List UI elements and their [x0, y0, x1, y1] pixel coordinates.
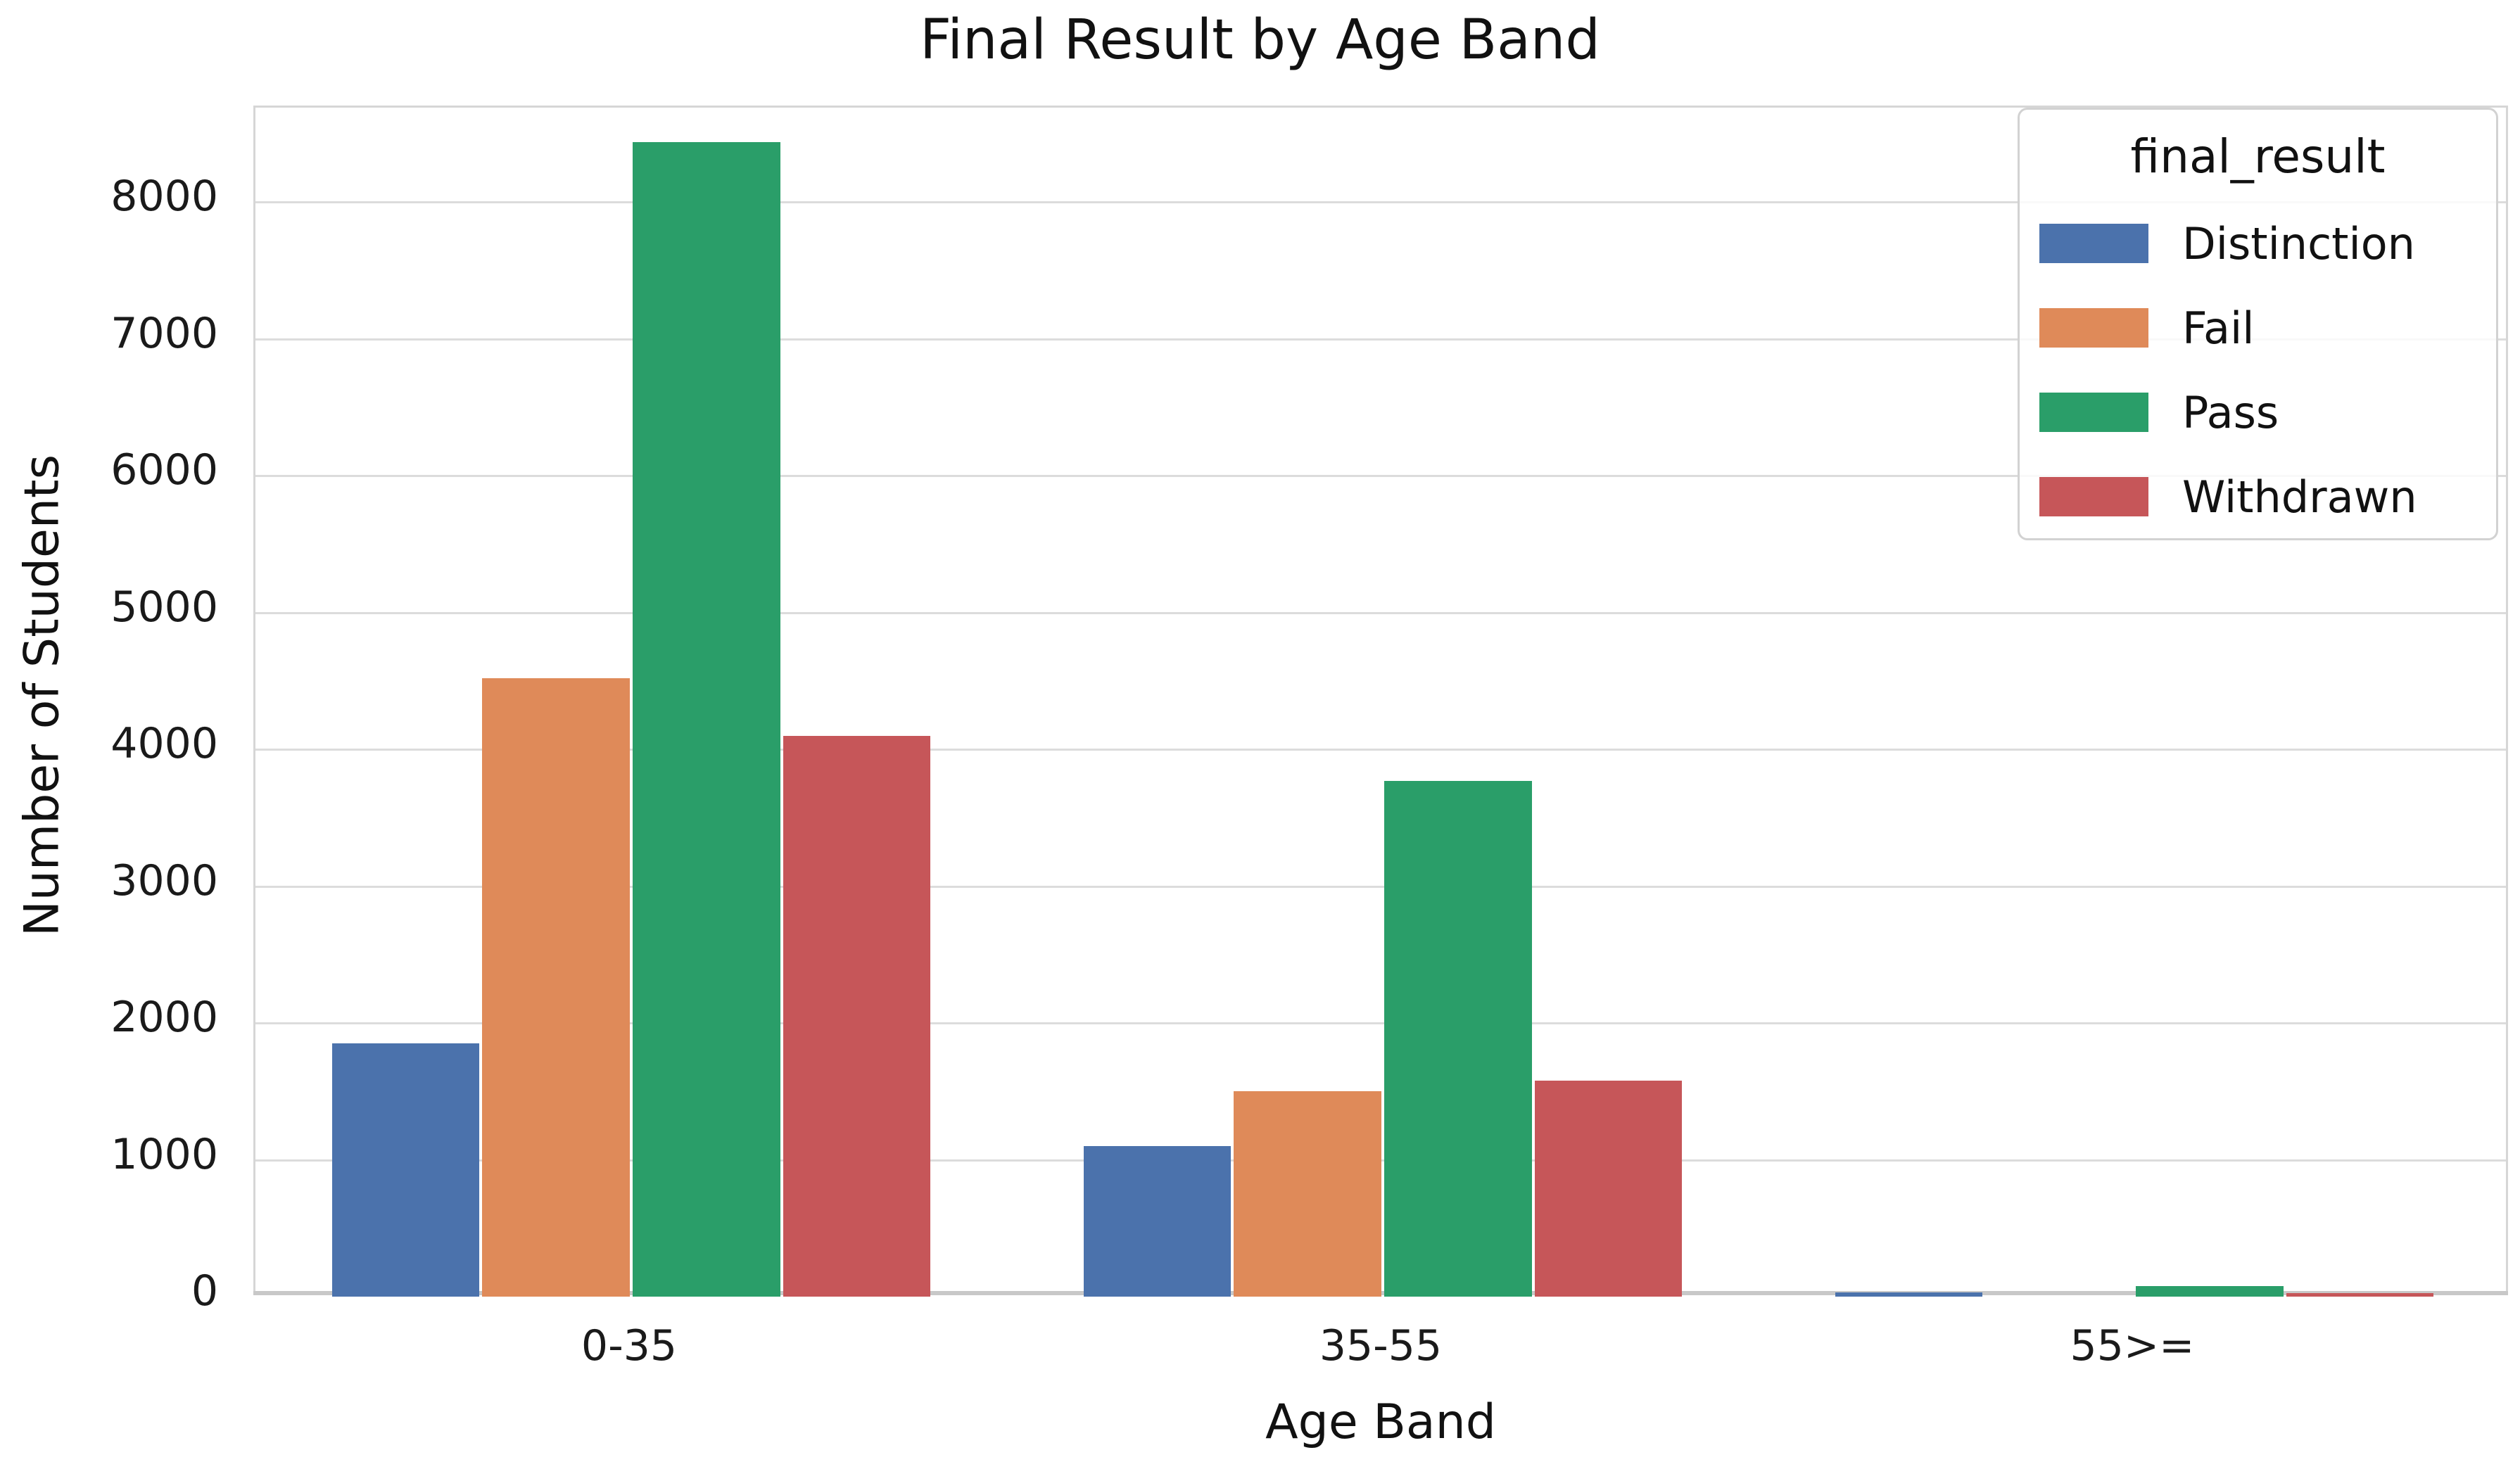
x-tick-label: 0-35 — [581, 1321, 678, 1371]
y-tick-label: 2000 — [110, 993, 218, 1043]
legend-label: Withdrawn — [2182, 471, 2417, 523]
y-tick-label: 5000 — [110, 582, 218, 632]
chart-title: Final Result by Age Band — [920, 8, 1600, 72]
bar-withdrawn-0-35 — [783, 735, 931, 1297]
y-tick-label: 0 — [191, 1266, 218, 1316]
legend-item-distinction: Distinction — [2039, 218, 2415, 269]
gridline — [255, 475, 2506, 478]
y-tick-label: 7000 — [110, 308, 218, 358]
bar-withdrawn-55>= — [2286, 1293, 2434, 1297]
bar-distinction-55>= — [1835, 1292, 1983, 1297]
y-tick-label: 3000 — [110, 856, 218, 905]
legend-item-withdrawn: Withdrawn — [2039, 471, 2417, 523]
bar-pass-0-35 — [633, 141, 780, 1297]
gridline — [255, 1022, 2506, 1025]
y-tick-label: 1000 — [110, 1129, 218, 1179]
bar-withdrawn-35-55 — [1534, 1080, 1683, 1297]
x-tick-label: 55>= — [2070, 1321, 2195, 1371]
gridline — [255, 885, 2506, 888]
y-tick-label: 4000 — [110, 719, 218, 769]
bar-distinction-0-35 — [331, 1043, 480, 1297]
legend-swatch-withdrawn — [2039, 477, 2148, 516]
legend-item-pass: Pass — [2039, 387, 2279, 438]
bar-pass-35-55 — [1384, 780, 1532, 1297]
legend-swatch-pass — [2039, 393, 2148, 432]
legend: final_result Distinction Fail Pass Withdraw… — [2018, 108, 2498, 540]
bar-distinction-35-55 — [1083, 1146, 1231, 1297]
gridline — [255, 338, 2506, 341]
legend-label: Pass — [2182, 386, 2279, 438]
gridline — [255, 611, 2506, 614]
legend-label: Distinction — [2182, 217, 2415, 269]
gridline — [255, 201, 2506, 204]
legend-swatch-fail — [2039, 308, 2148, 348]
bar-fail-0-35 — [482, 678, 630, 1297]
y-tick-label: 6000 — [110, 445, 218, 495]
legend-item-fail: Fail — [2039, 303, 2254, 354]
legend-title: final_result — [2130, 129, 2386, 184]
gridline — [255, 749, 2506, 751]
bar-fail-35-55 — [1234, 1091, 1381, 1297]
legend-label: Fail — [2182, 302, 2255, 354]
legend-swatch-distinction — [2039, 224, 2148, 263]
x-axis-label: Age Band — [1265, 1394, 1496, 1450]
x-tick-label: 35-55 — [1319, 1321, 1443, 1371]
y-tick-label: 8000 — [110, 172, 218, 222]
bar-pass-55>= — [2136, 1286, 2284, 1297]
